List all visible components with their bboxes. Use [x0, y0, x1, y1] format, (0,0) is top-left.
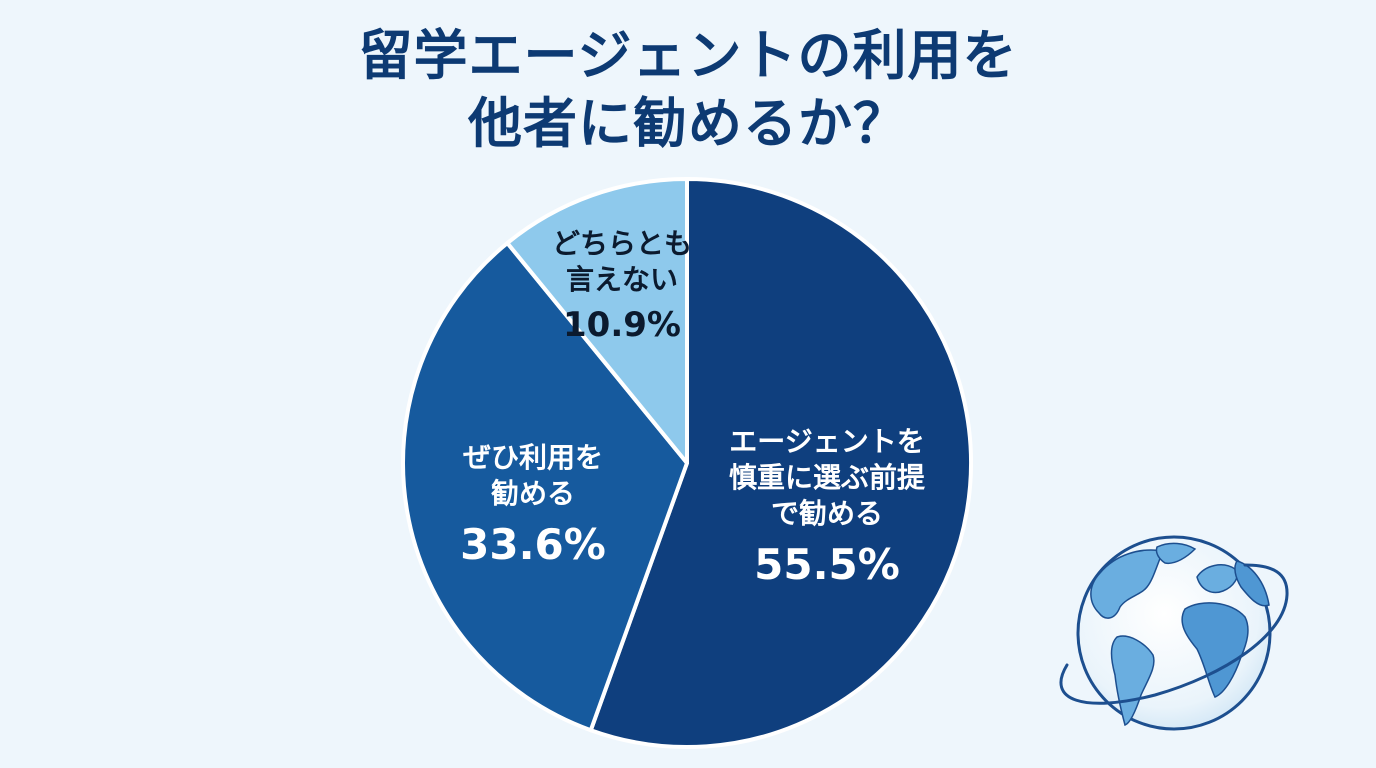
chart-title-line1: 留学エージェントの利用を	[358, 24, 1018, 87]
slice-label-recommend: ぜひ利用を 勧める 33.6%	[460, 440, 606, 570]
pie-slices	[401, 177, 973, 749]
slice-agent-careful	[588, 177, 973, 749]
slice-name-line: どちらとも	[551, 227, 693, 260]
slice-value: 10.9%	[563, 305, 681, 345]
slice-name-line: ぜひ利用を	[462, 441, 603, 474]
slice-value: 55.5%	[754, 540, 900, 589]
slice-name-line: エージェントを	[729, 425, 925, 458]
chart-title-line2: 他者に勧めるか？	[468, 92, 908, 155]
chart-title: 留学エージェントの利用を 他者に勧めるか？	[0, 22, 1376, 158]
slice-label-neutral: どちらとも 言えない 10.9%	[552, 226, 692, 350]
slice-recommend	[401, 241, 689, 733]
slice-neutral	[505, 177, 689, 465]
slice-value: 33.6%	[460, 520, 606, 569]
slice-name-line: 慎重に選ぶ前提	[728, 461, 926, 494]
slice-name-line: 言えない	[565, 263, 679, 296]
globe-icon	[1059, 535, 1289, 731]
slice-name-line: で勧める	[770, 497, 884, 530]
slice-label-agent-careful: エージェントを 慎重に選ぶ前提 で勧める 55.5%	[729, 424, 925, 590]
slice-name-line: 勧める	[490, 477, 575, 510]
